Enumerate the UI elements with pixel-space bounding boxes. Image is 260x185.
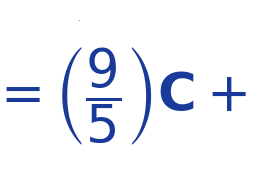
Text: $= \left(\dfrac{9}{5}\right)\mathbf{C} + 3$: $= \left(\dfrac{9}{5}\right)\mathbf{C} +… [0, 46, 260, 147]
Text: .: . [77, 14, 79, 23]
